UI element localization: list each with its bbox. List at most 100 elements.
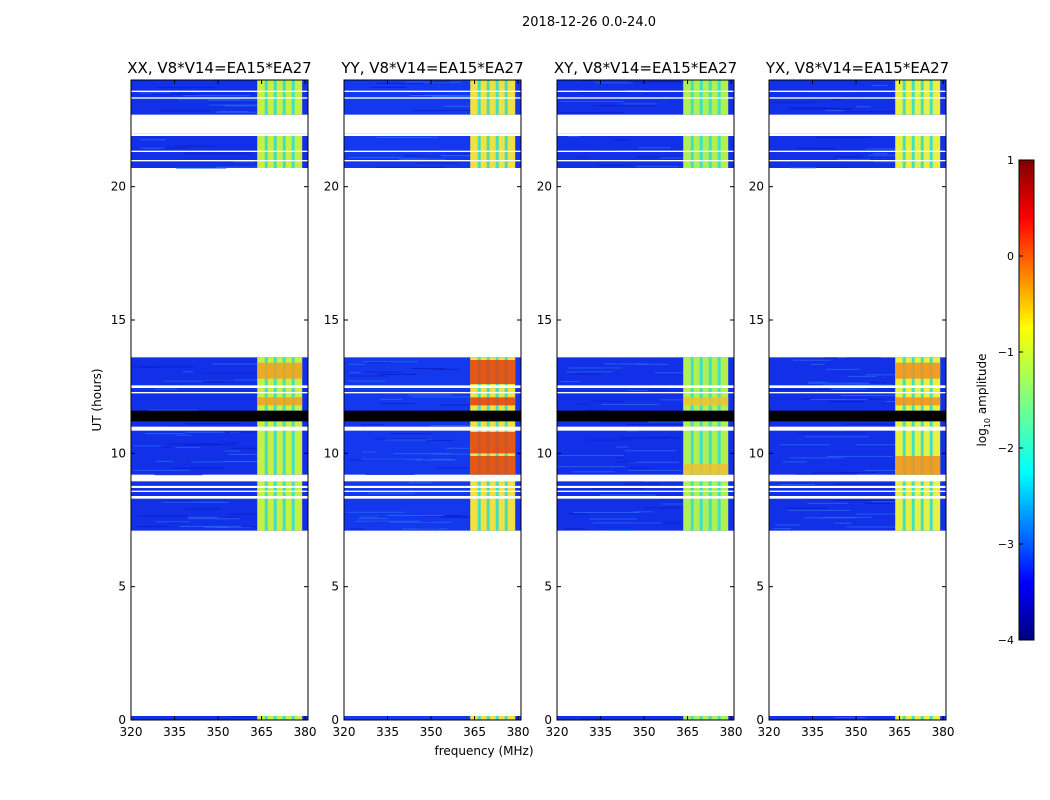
channel-stripe (486, 716, 490, 720)
noise-streak (834, 522, 852, 524)
channel-stripe (929, 133, 933, 168)
panel-4: YX, V8*V14=EA15*EA27 320 335 350 365 380 0 5 10 1… (749, 59, 955, 739)
noise-streak (380, 403, 415, 405)
noise-streak (413, 109, 482, 111)
noise-streak (136, 515, 188, 517)
flagged-gap (131, 97, 308, 99)
noise-streak (804, 517, 856, 519)
noise-streak (142, 366, 158, 368)
noise-streak (223, 431, 289, 433)
noise-streak (166, 443, 221, 445)
noise-streak (430, 425, 478, 427)
y-tick-label: 0 (118, 713, 126, 727)
high-amplitude-row (470, 397, 516, 406)
flagged-gap (131, 476, 308, 482)
noise-streak (212, 363, 265, 365)
noise-streak (798, 432, 866, 434)
noise-streak (409, 482, 433, 484)
y-tick-label: 0 (331, 713, 339, 727)
noise-streak (648, 421, 714, 423)
x-tick-label: 335 (801, 725, 824, 739)
panel-title: YX, V8*V14=EA15*EA27 (765, 59, 949, 77)
colorbar-tick-label: 0 (1007, 250, 1014, 263)
noise-streak (825, 110, 845, 112)
noise-streak (559, 112, 624, 114)
y-tick-label: 10 (537, 446, 552, 460)
noise-streak (870, 382, 887, 384)
panel-frame (343, 79, 522, 721)
flagged-gap (769, 426, 946, 431)
data-segment (557, 716, 734, 720)
colorbar-tick-label: −3 (998, 538, 1014, 551)
channel-stripe (911, 716, 915, 720)
channel-stripe (690, 133, 694, 168)
noise-streak (162, 501, 229, 503)
noise-streak (175, 147, 189, 149)
noise-streak (150, 93, 197, 95)
noise-streak (387, 514, 445, 516)
noise-streak (564, 528, 586, 530)
noise-streak (579, 80, 593, 82)
noise-streak (613, 139, 630, 141)
noise-streak (349, 528, 365, 530)
channel-stripe (699, 716, 703, 720)
y-tick-label: 15 (749, 313, 764, 327)
noise-streak (360, 516, 378, 518)
noise-streak (837, 159, 871, 161)
noise-streak (378, 373, 418, 375)
noise-streak (166, 522, 186, 524)
noise-streak (782, 461, 807, 463)
noise-streak (560, 100, 625, 102)
noise-streak (402, 528, 448, 530)
panel-1: XX, V8*V14=EA15*EA27 320 335 350 365 380 0 5 10 1… (111, 59, 317, 739)
flagged-gap (557, 385, 734, 388)
noise-streak (188, 518, 240, 520)
noise-streak (154, 474, 203, 476)
noise-streak (871, 84, 888, 86)
noise-streak (633, 511, 654, 513)
noise-streak (827, 401, 886, 403)
noise-streak (614, 457, 625, 459)
y-tick-label: 20 (324, 180, 339, 194)
noise-streak (865, 374, 900, 376)
colorbar-tick-label: −1 (998, 346, 1014, 359)
noise-streak (421, 515, 468, 517)
noise-streak (159, 110, 211, 112)
x-tick-label: 365 (250, 725, 273, 739)
channel-stripe (486, 480, 490, 531)
noise-streak (568, 367, 622, 369)
y-tick-label: 15 (537, 313, 552, 327)
noise-streak (822, 384, 878, 386)
channel-stripe (708, 716, 712, 720)
noise-streak (595, 82, 634, 84)
noise-streak (430, 453, 486, 455)
bright-channel-band (257, 716, 303, 720)
noise-streak (228, 432, 241, 434)
noise-streak (638, 147, 671, 149)
colorbar: 1 0 −1 −2 −3 −4 log10 amplitude (975, 154, 1035, 647)
channel-stripe (717, 716, 721, 720)
noise-streak (404, 155, 441, 157)
noise-streak (367, 492, 415, 494)
channel-stripe (920, 133, 924, 168)
noise-streak (410, 94, 475, 96)
x-tick-label: 380 (932, 725, 955, 739)
flagged-gap (557, 392, 734, 394)
noise-streak (795, 147, 836, 149)
noise-streak (374, 166, 445, 168)
noise-streak (173, 467, 226, 469)
channel-stripe (273, 716, 277, 720)
noise-streak (178, 98, 241, 100)
x-tick-label: 380 (720, 725, 743, 739)
noise-streak (133, 469, 190, 471)
noise-streak (362, 451, 377, 453)
channel-stripe (495, 133, 499, 168)
colorbar-tick-label: −2 (998, 442, 1014, 455)
y-tick-label: 5 (544, 580, 552, 594)
x-tick-label: 335 (376, 725, 399, 739)
noise-streak (865, 148, 903, 150)
channel-stripe (504, 480, 508, 531)
y-tick-label: 10 (111, 446, 126, 460)
noise-streak (348, 459, 405, 461)
flagged-gap (344, 150, 521, 152)
